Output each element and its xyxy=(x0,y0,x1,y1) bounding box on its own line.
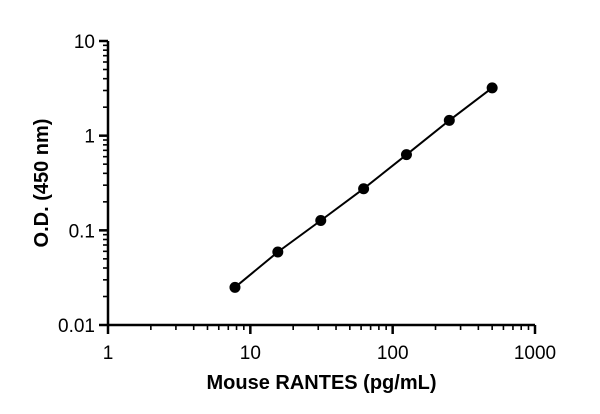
x-tick-label: 10 xyxy=(240,343,261,364)
data-point xyxy=(229,281,241,293)
x-tick-label: 100 xyxy=(377,343,409,364)
x-tick-label: 1 xyxy=(103,343,114,364)
data-point xyxy=(486,82,498,94)
x-axis-title: Mouse RANTES (pg/mL) xyxy=(207,372,437,394)
data-point xyxy=(315,215,327,227)
y-tick-label: 1 xyxy=(84,127,95,148)
y-tick-label: 10 xyxy=(74,32,95,53)
axis-ticks xyxy=(99,39,537,334)
data-points xyxy=(229,82,498,293)
x-tick-labels: 1 10 100 1000 xyxy=(103,343,556,364)
y-tick-label: 0.1 xyxy=(69,221,95,242)
data-point xyxy=(358,183,370,195)
y-tick-labels: 0.01 0.1 1 10 xyxy=(58,32,95,337)
data-point xyxy=(400,149,412,161)
y-axis-title: O.D. (450 nm) xyxy=(31,119,53,248)
y-tick-label: 0.01 xyxy=(58,316,95,337)
data-point xyxy=(443,114,455,126)
data-point xyxy=(272,246,284,258)
x-tick-label: 1000 xyxy=(514,343,556,364)
